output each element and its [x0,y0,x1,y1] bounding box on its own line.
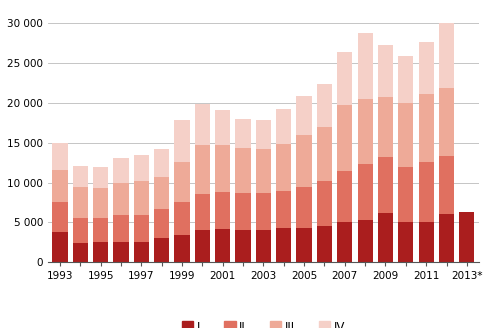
Bar [113,215,129,242]
Bar [174,162,190,202]
Bar [93,218,109,242]
Bar [113,158,129,183]
Bar [378,213,393,262]
Bar [154,177,169,209]
Bar [236,119,251,148]
Bar [154,149,169,177]
Bar [174,120,190,162]
Bar [276,228,292,262]
Bar [73,187,88,218]
Bar [113,183,129,215]
Bar [317,128,332,181]
Bar [297,135,312,187]
Bar [73,218,88,243]
Bar [256,231,271,262]
Bar [195,230,210,262]
Bar [418,42,434,94]
Bar [398,103,413,167]
Bar [297,187,312,228]
Bar [439,156,454,214]
Bar [256,120,271,149]
Bar [357,220,373,262]
Bar [134,155,149,181]
Bar [53,170,68,202]
Bar [53,202,68,232]
Bar [357,99,373,164]
Bar [93,242,109,262]
Bar [398,56,413,103]
Bar [439,23,454,88]
Bar [357,164,373,220]
Bar [93,188,109,218]
Bar [113,242,129,262]
Bar [215,145,230,192]
Bar [134,242,149,262]
Bar [134,181,149,215]
Bar [276,191,292,228]
Bar [154,209,169,238]
Bar [195,104,210,145]
Bar [398,222,413,262]
Bar [73,166,88,187]
Bar [256,193,271,231]
Bar [174,235,190,262]
Bar [439,214,454,262]
Bar [236,193,251,231]
Bar [195,194,210,230]
Bar [378,45,393,97]
Bar [154,238,169,262]
Bar [337,105,353,172]
Bar [73,243,88,262]
Bar [215,192,230,229]
Bar [236,148,251,193]
Bar [398,167,413,222]
Bar [378,97,393,157]
Bar [256,149,271,193]
Bar [337,52,353,105]
Bar [317,181,332,226]
Bar [215,110,230,145]
Bar [134,215,149,242]
Bar [418,94,434,162]
Bar [317,84,332,128]
Bar [236,231,251,262]
Bar [357,33,373,99]
Bar [195,145,210,194]
Bar [439,88,454,156]
Bar [297,95,312,135]
Bar [337,222,353,262]
Bar [317,226,332,262]
Bar [418,162,434,222]
Bar [378,157,393,213]
Bar [459,212,474,262]
Bar [53,143,68,170]
Bar [337,172,353,222]
Bar [297,228,312,262]
Bar [276,109,292,144]
Legend: I, II, III, IV: I, II, III, IV [177,316,350,328]
Bar [276,144,292,191]
Bar [53,232,68,262]
Bar [418,222,434,262]
Bar [215,229,230,262]
Bar [174,202,190,235]
Bar [93,167,109,188]
